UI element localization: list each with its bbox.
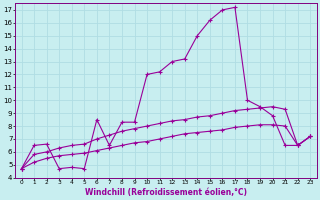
X-axis label: Windchill (Refroidissement éolien,°C): Windchill (Refroidissement éolien,°C) bbox=[85, 188, 247, 197]
